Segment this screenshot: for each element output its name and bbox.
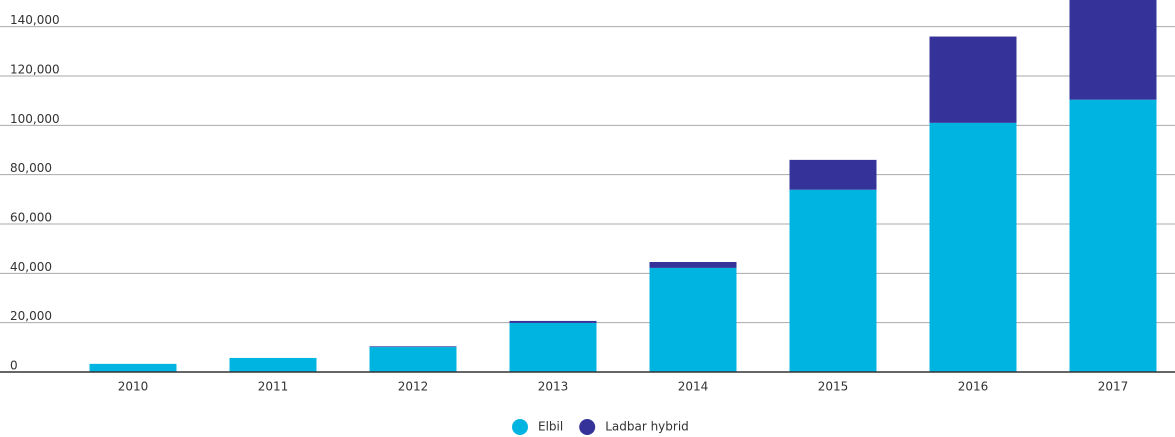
y-tick-label: 80,000 (10, 161, 52, 175)
bar-segment (649, 261, 737, 268)
x-tick-label: 2017 (1098, 380, 1129, 394)
y-tick-label: 140,000 (10, 13, 60, 27)
legend-marker (579, 419, 596, 435)
bar-segment (89, 363, 177, 372)
legend-label: Ladbar hybrid (605, 420, 689, 434)
x-tick-label: 2013 (538, 380, 569, 394)
x-tick-label: 2014 (678, 380, 709, 394)
bar-segment (1069, 0, 1157, 100)
legend-label: Elbil (538, 420, 563, 434)
legend-marker (512, 419, 528, 435)
bar-segment (1069, 99, 1157, 373)
bar-segment (509, 320, 597, 323)
bar-segment (229, 357, 317, 372)
x-tick-label: 2016 (958, 380, 989, 394)
y-tick-label: 100,000 (10, 112, 60, 126)
bar-segment (789, 189, 877, 372)
bar-segment (789, 159, 877, 190)
x-tick-label: 2010 (118, 380, 149, 394)
y-tick-label: 0 (10, 359, 18, 373)
x-tick-label: 2011 (258, 380, 289, 394)
y-tick-label: 60,000 (10, 211, 52, 225)
bar-segment (369, 347, 457, 372)
y-tick-label: 40,000 (10, 260, 52, 274)
bar-segment (929, 122, 1017, 372)
y-tick-label: 20,000 (10, 309, 52, 323)
bar-segment (509, 322, 597, 372)
bar-segment (369, 346, 457, 348)
bar-segment (929, 36, 1017, 123)
x-tick-label: 2015 (818, 380, 849, 394)
y-tick-label: 120,000 (10, 63, 60, 77)
bar-segment (649, 267, 737, 372)
x-tick-label: 2012 (398, 380, 429, 394)
